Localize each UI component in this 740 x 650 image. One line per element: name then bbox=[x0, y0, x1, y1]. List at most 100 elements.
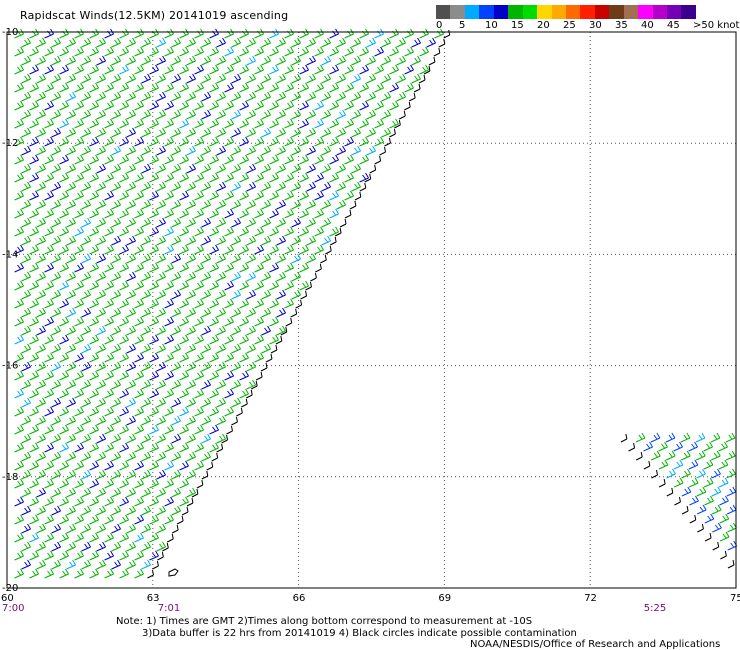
wind-barb bbox=[171, 451, 181, 462]
wind-barb bbox=[396, 73, 406, 84]
wind-barb bbox=[111, 37, 121, 48]
wind-barb bbox=[156, 469, 166, 480]
wind-barb bbox=[66, 55, 76, 66]
wind-barb bbox=[336, 37, 346, 48]
wind-barb bbox=[389, 82, 399, 93]
wind-barb bbox=[246, 217, 256, 228]
wind-barb bbox=[134, 532, 144, 543]
wind-barb bbox=[141, 37, 151, 48]
wind-barb bbox=[201, 181, 211, 192]
wind-barb bbox=[321, 109, 331, 120]
wind-barb-edge bbox=[310, 272, 317, 282]
wind-barb bbox=[254, 316, 264, 327]
wind-barb bbox=[306, 199, 316, 210]
wind-barb bbox=[59, 334, 69, 345]
wind-barb bbox=[81, 469, 91, 480]
wind-barb bbox=[134, 154, 144, 165]
y-tick-label: -18 bbox=[2, 472, 18, 483]
wind-barb bbox=[156, 145, 166, 156]
wind-barb bbox=[351, 127, 361, 138]
wind-barb bbox=[306, 217, 316, 228]
wind-barb bbox=[194, 154, 204, 165]
wind-barb bbox=[29, 352, 39, 363]
wind-barb bbox=[171, 73, 181, 84]
wind-barb bbox=[164, 460, 174, 471]
wind-barb bbox=[74, 226, 84, 237]
wind-barb bbox=[96, 235, 106, 246]
wind-barb bbox=[224, 208, 234, 219]
wind-barb bbox=[59, 64, 69, 75]
wind-barb bbox=[111, 361, 121, 372]
wind-barb bbox=[231, 253, 241, 264]
wind-barb bbox=[66, 37, 76, 48]
wind-barb bbox=[149, 514, 159, 525]
wind-barb bbox=[171, 145, 181, 156]
wind-barb bbox=[149, 298, 159, 309]
wind-barb bbox=[134, 172, 144, 183]
wind-barb bbox=[396, 91, 406, 102]
wind-barb bbox=[149, 262, 159, 273]
wind-barb bbox=[81, 541, 91, 552]
wind-barb bbox=[186, 361, 196, 372]
wind-barb bbox=[21, 343, 31, 354]
wind-barb bbox=[727, 522, 737, 533]
legend-swatch bbox=[652, 5, 667, 19]
wind-barb bbox=[712, 522, 722, 533]
wind-barb bbox=[344, 172, 354, 183]
wind-barb bbox=[104, 280, 114, 291]
wind-barb bbox=[216, 163, 226, 174]
wind-barb bbox=[171, 433, 181, 444]
wind-barb bbox=[126, 109, 136, 120]
wind-barb bbox=[14, 514, 24, 525]
wind-barb bbox=[89, 226, 99, 237]
wind-barb bbox=[36, 55, 46, 66]
wind-barb bbox=[51, 91, 61, 102]
wind-barb bbox=[269, 118, 279, 129]
wind-barb bbox=[96, 397, 106, 408]
wind-barb bbox=[111, 145, 121, 156]
wind-barb bbox=[224, 316, 234, 327]
wind-barb bbox=[126, 433, 136, 444]
wind-barb bbox=[81, 343, 91, 354]
wind-barb bbox=[134, 136, 144, 147]
wind-barb bbox=[194, 280, 204, 291]
wind-barb bbox=[44, 514, 54, 525]
wind-barb bbox=[194, 100, 204, 111]
wind-barb bbox=[719, 495, 729, 506]
wind-barb-edge bbox=[681, 505, 689, 515]
wind-barb bbox=[81, 109, 91, 120]
wind-barb bbox=[74, 334, 84, 345]
wind-barb bbox=[306, 127, 316, 138]
wind-barb bbox=[194, 172, 204, 183]
wind-barb bbox=[359, 28, 369, 39]
wind-barb bbox=[36, 325, 46, 336]
wind-barb bbox=[201, 235, 211, 246]
wind-barb bbox=[209, 118, 219, 129]
wind-barb bbox=[89, 28, 99, 39]
wind-barb bbox=[36, 181, 46, 192]
wind-barb bbox=[141, 55, 151, 66]
wind-barb bbox=[171, 343, 181, 354]
wind-barb bbox=[29, 568, 39, 579]
wind-barb bbox=[74, 442, 84, 453]
wind-barb bbox=[111, 415, 121, 426]
wind-barb bbox=[404, 46, 414, 57]
wind-barb bbox=[179, 100, 189, 111]
wind-barb bbox=[89, 388, 99, 399]
wind-barb bbox=[231, 397, 241, 408]
wind-barb bbox=[14, 388, 24, 399]
map-frame bbox=[6, 31, 737, 589]
wind-barb bbox=[141, 469, 151, 480]
wind-barb bbox=[261, 145, 271, 156]
wind-barb bbox=[239, 352, 249, 363]
wind-barb bbox=[156, 343, 166, 354]
wind-barb bbox=[149, 406, 159, 417]
wind-barb-edge bbox=[643, 460, 651, 470]
wind-barb bbox=[29, 208, 39, 219]
wind-barb bbox=[44, 388, 54, 399]
wind-barb bbox=[119, 460, 129, 471]
wind-barb bbox=[74, 64, 84, 75]
wind-barb bbox=[246, 199, 256, 210]
wind-barb bbox=[104, 100, 114, 111]
wind-barb bbox=[374, 118, 384, 129]
